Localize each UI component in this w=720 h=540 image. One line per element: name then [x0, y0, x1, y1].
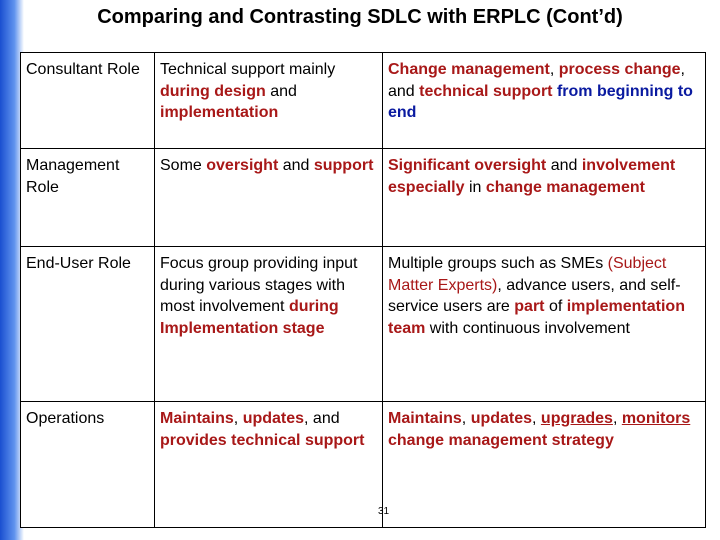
text: in: [464, 178, 486, 196]
text: oversight: [206, 157, 279, 174]
text: Multiple groups such as SMEs: [388, 255, 608, 272]
text: ,: [461, 410, 471, 427]
text: and: [278, 157, 314, 174]
table-row: Operations Maintains, updates, and provi…: [20, 401, 706, 528]
text: , and: [388, 61, 685, 100]
text: Maintains: [388, 410, 462, 427]
text: during Implementation stage: [160, 298, 339, 337]
cell: Multiple groups such as SMEs (Subject Ma…: [382, 246, 706, 402]
text: of: [544, 298, 567, 316]
text: process change: [558, 61, 681, 78]
text: Change management: [388, 61, 550, 78]
text: support: [313, 157, 374, 174]
cell: Operations: [20, 401, 155, 528]
text: ,: [233, 410, 243, 427]
cell: Technical support mainly during design a…: [154, 52, 383, 149]
text: Significant oversight: [388, 157, 547, 174]
text: Technical support mainly: [160, 61, 336, 78]
cell: Consultant Role: [20, 52, 155, 149]
cell: Management Role: [20, 148, 155, 247]
text: Focus group providing input during vario…: [160, 255, 358, 316]
text: (Subject Matter Experts): [388, 255, 667, 294]
cell: Maintains, updates, upgrades, monitors c…: [382, 401, 706, 528]
text: monitors: [621, 410, 691, 427]
text: ,: [612, 410, 622, 427]
cell: Focus group providing input during vario…: [154, 246, 383, 402]
cell: End-User Role: [20, 246, 155, 402]
text: with continuous involvement: [425, 319, 630, 337]
text: implementation team: [388, 298, 685, 337]
text: and: [546, 157, 582, 174]
text: provides technical support: [160, 431, 365, 449]
cell: Some oversight and support: [154, 148, 383, 247]
text: Operations: [26, 410, 105, 427]
text: , advance users, and self-service users …: [388, 276, 681, 316]
title: Comparing and Contrasting SDLC with ERPL…: [97, 6, 623, 28]
text: from beginning to end: [388, 82, 693, 122]
table-row: Management Role Some oversight and suppo…: [20, 148, 706, 247]
cell: Maintains, updates, and provides technic…: [154, 401, 383, 528]
text: upgrades: [540, 410, 613, 427]
text: End-User Role: [26, 255, 131, 272]
text: and: [265, 82, 297, 100]
text: technical support: [419, 82, 553, 100]
text: involvement especially: [388, 157, 676, 196]
text: change management strategy: [388, 431, 614, 449]
text: , and: [304, 410, 340, 427]
text: Consultant Role: [26, 61, 140, 78]
table-row: Consultant Role Technical support mainly…: [20, 52, 706, 149]
text: ,: [549, 61, 559, 78]
text: Maintains: [160, 410, 234, 427]
text: updates: [470, 410, 533, 427]
table-row: End-User Role Focus group providing inpu…: [20, 246, 706, 402]
cell: Change management, process change, and t…: [382, 52, 706, 149]
cell: Significant oversight and involvement es…: [382, 148, 706, 247]
page-number: 31: [378, 506, 390, 517]
text: ,: [532, 410, 541, 427]
text: during design: [160, 82, 266, 100]
text: Some: [160, 157, 207, 174]
text: updates: [242, 410, 305, 427]
text: part: [514, 298, 545, 316]
comparison-table: Consultant Role Technical support mainly…: [20, 52, 706, 528]
text: Management Role: [26, 157, 120, 196]
text: change management: [485, 178, 645, 196]
text: implementation: [160, 104, 279, 122]
